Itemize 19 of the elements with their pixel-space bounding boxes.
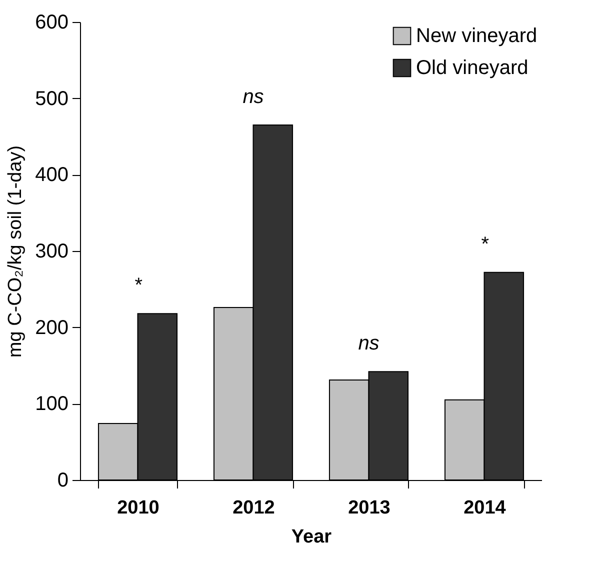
- y-axis-title: mg C-CO₂/kg soil (1-day): [5, 145, 26, 358]
- y-tick-label: 500: [35, 88, 68, 110]
- x-tick-label: 2010: [117, 498, 160, 518]
- annotation: ns: [358, 332, 380, 355]
- y-tick-label: 0: [57, 470, 68, 492]
- y-tick-label: 400: [35, 164, 68, 186]
- y-tick-label: 100: [35, 393, 68, 416]
- annotation: *: [134, 274, 143, 297]
- x-tick-label: 2013: [348, 498, 390, 518]
- y-tick-label: 300: [35, 240, 68, 262]
- x-axis-title: Year: [291, 526, 332, 548]
- y-tick-label: 600: [35, 12, 68, 34]
- y-tick-label: 200: [35, 316, 68, 339]
- x-tick-label: 2014: [464, 498, 506, 518]
- x-tick-label: 2012: [232, 498, 275, 518]
- legend-label: Old vineyard: [416, 57, 528, 79]
- annotation: *: [480, 233, 490, 256]
- annotation: ns: [242, 86, 264, 108]
- legend-label: New vineyard: [416, 25, 538, 47]
